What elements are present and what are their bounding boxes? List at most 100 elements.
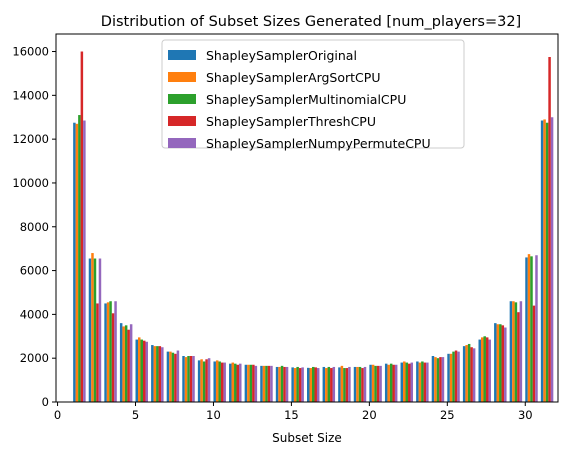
bar bbox=[472, 348, 476, 402]
bar bbox=[158, 346, 162, 402]
bar bbox=[394, 364, 398, 402]
bar bbox=[260, 365, 263, 402]
bar bbox=[267, 365, 271, 402]
bar bbox=[280, 365, 284, 402]
bar bbox=[135, 339, 138, 402]
bar bbox=[418, 362, 422, 402]
bar bbox=[338, 367, 341, 402]
bars-group bbox=[73, 51, 554, 403]
bar bbox=[488, 339, 491, 402]
bar bbox=[389, 363, 393, 402]
bar bbox=[423, 362, 427, 402]
bar bbox=[410, 362, 414, 402]
bar bbox=[400, 362, 404, 402]
bar bbox=[314, 367, 317, 402]
bar bbox=[176, 350, 180, 402]
bar bbox=[322, 366, 326, 402]
bar bbox=[340, 365, 344, 402]
bar bbox=[421, 361, 424, 402]
bar bbox=[431, 356, 435, 402]
legend-entry-label: ShapleySamplerThreshCPU bbox=[206, 114, 376, 129]
bar bbox=[293, 368, 297, 402]
y-tick-label: 14000 bbox=[12, 88, 49, 102]
bar bbox=[104, 303, 107, 402]
bar bbox=[345, 368, 349, 402]
bar bbox=[119, 323, 123, 402]
bar bbox=[174, 353, 177, 402]
bar bbox=[78, 115, 81, 403]
bar bbox=[356, 366, 359, 402]
bar bbox=[153, 346, 157, 402]
bar bbox=[197, 360, 201, 402]
bar bbox=[452, 351, 455, 402]
bar bbox=[142, 340, 146, 402]
bar bbox=[416, 361, 419, 402]
bar bbox=[202, 361, 206, 402]
x-tick-label: 25 bbox=[440, 408, 455, 422]
legend-swatch bbox=[168, 94, 196, 104]
bar bbox=[470, 347, 473, 402]
legend-entry-label: ShapleySamplerOriginal bbox=[206, 48, 357, 63]
x-tick-label: 5 bbox=[132, 408, 139, 422]
x-axis-label: Subset Size bbox=[272, 431, 342, 445]
bar bbox=[467, 343, 471, 402]
legend: ShapleySamplerOriginal ShapleySamplerArgS… bbox=[161, 39, 465, 151]
y-axis-ticks: 0 2000 4000 6000 8000 10000 12000 14000 16000 bbox=[12, 45, 56, 409]
y-tick-label: 16000 bbox=[12, 45, 49, 59]
bar bbox=[151, 345, 154, 402]
bar bbox=[189, 356, 193, 402]
bar bbox=[192, 356, 195, 402]
bar bbox=[532, 305, 536, 402]
x-axis-ticks: 0 5 10 15 20 25 30 bbox=[54, 402, 533, 422]
bar bbox=[83, 120, 86, 403]
bar bbox=[535, 255, 538, 402]
bar bbox=[218, 361, 221, 402]
bar bbox=[550, 117, 554, 403]
bar bbox=[392, 364, 395, 402]
bar bbox=[207, 358, 211, 402]
bar bbox=[517, 312, 520, 402]
bar bbox=[161, 347, 164, 402]
plot-frame bbox=[55, 33, 559, 403]
bar bbox=[244, 364, 248, 402]
bar bbox=[283, 366, 286, 402]
y-tick-label: 12000 bbox=[12, 132, 49, 146]
bar bbox=[361, 368, 364, 402]
bar bbox=[229, 363, 232, 402]
bar bbox=[379, 365, 382, 402]
bar bbox=[114, 301, 117, 402]
bar bbox=[171, 352, 175, 402]
bar bbox=[403, 361, 406, 402]
bar bbox=[371, 364, 375, 402]
bar bbox=[501, 325, 505, 402]
x-tick-label: 20 bbox=[362, 408, 377, 422]
bar bbox=[512, 301, 515, 402]
bar bbox=[540, 120, 544, 403]
bar bbox=[122, 326, 125, 402]
x-tick-label: 15 bbox=[284, 408, 299, 422]
bar bbox=[330, 368, 333, 402]
y-tick-label: 2000 bbox=[20, 351, 49, 365]
bar bbox=[545, 122, 549, 403]
chart-title: Distribution of Subset Sizes Generated [… bbox=[101, 14, 521, 30]
bar bbox=[441, 357, 445, 402]
bar bbox=[262, 365, 266, 402]
bar bbox=[530, 256, 533, 402]
legend-swatch bbox=[168, 138, 196, 148]
bar bbox=[307, 367, 310, 402]
bar bbox=[140, 339, 143, 402]
bar bbox=[387, 364, 390, 402]
bar bbox=[374, 365, 377, 402]
bar bbox=[548, 57, 551, 402]
bar bbox=[462, 346, 466, 402]
bar bbox=[296, 366, 299, 402]
bar bbox=[278, 366, 281, 402]
x-tick-label: 30 bbox=[518, 408, 533, 422]
bar bbox=[231, 362, 235, 402]
bar bbox=[496, 324, 500, 402]
bar bbox=[91, 253, 94, 402]
bar bbox=[369, 364, 372, 402]
bar bbox=[200, 359, 203, 402]
bar bbox=[270, 365, 273, 402]
